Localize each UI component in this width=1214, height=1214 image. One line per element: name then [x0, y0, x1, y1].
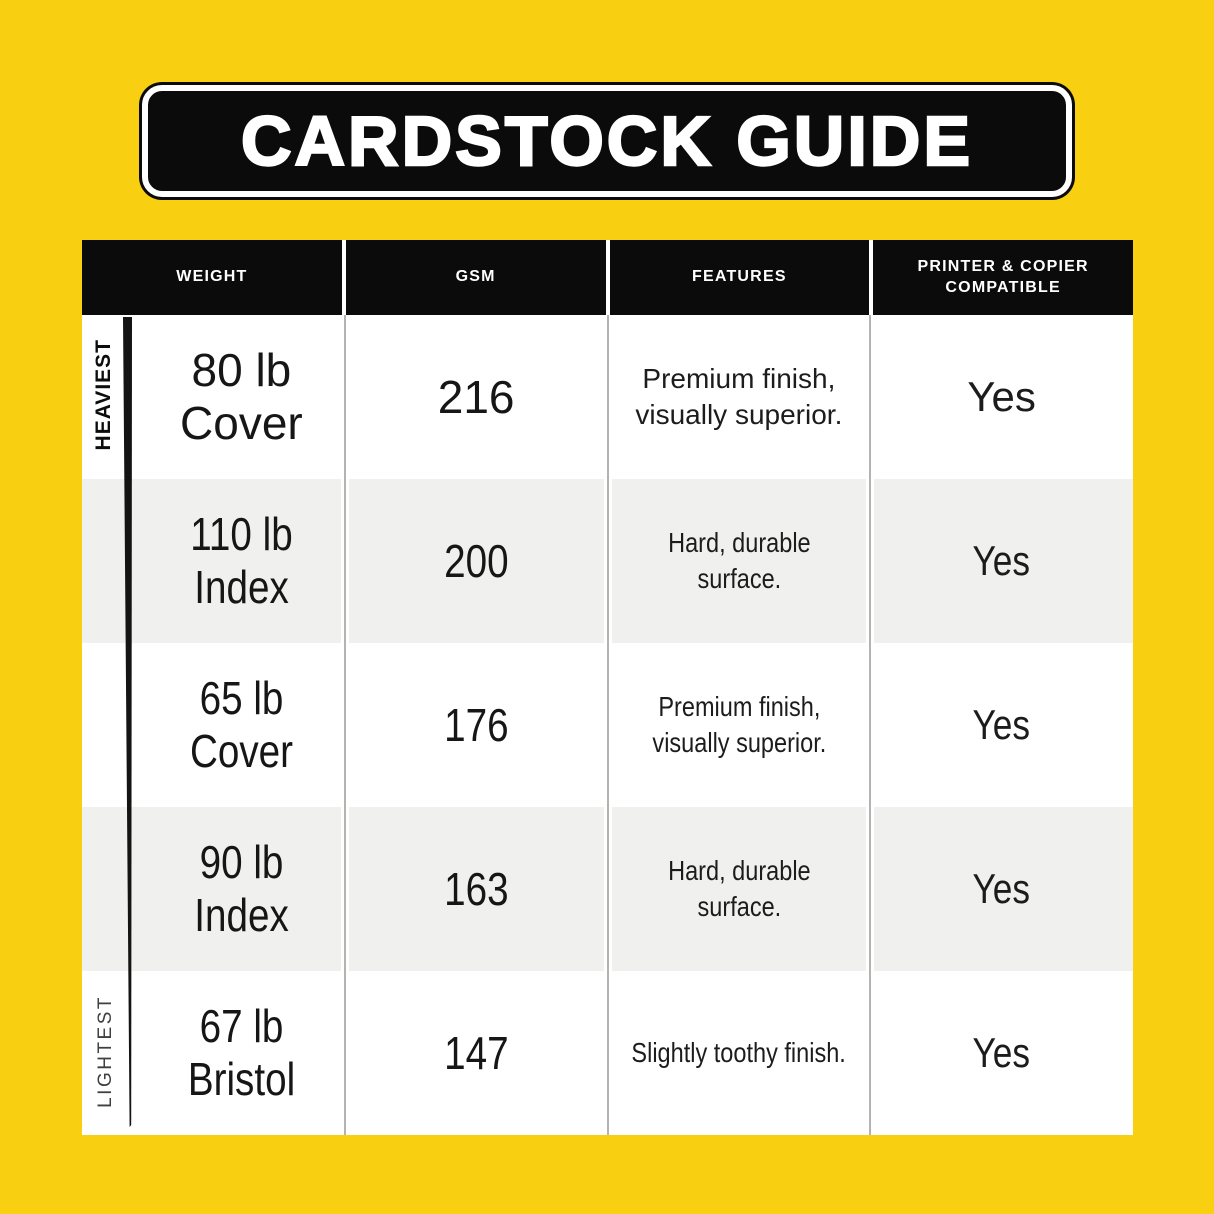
features-value: Premium finish, visually superior.	[635, 363, 843, 430]
column-header-compatible: PRINTER & COPIER COMPATIBLE	[873, 240, 1133, 315]
compatible-value: Yes	[972, 537, 1031, 584]
features-value: Slightly toothy finish.	[631, 1037, 847, 1069]
weight-cell: 110 lb Index	[82, 479, 345, 643]
compatible-cell: Yes	[870, 807, 1133, 971]
table-header-row: WEIGHT GSM FEATURES PRINTER & COPIER COM…	[82, 240, 1133, 315]
features-cell: Premium finish, visually superior.	[608, 643, 871, 807]
weight-value: 67 lb Bristol	[187, 1000, 296, 1105]
gsm-cell: 176	[345, 643, 608, 807]
compatible-cell: Yes	[870, 971, 1133, 1135]
weight-value: 80 lb Cover	[180, 344, 303, 449]
column-header-gsm: GSM	[345, 240, 606, 315]
weight-cell: 65 lb Cover	[82, 643, 345, 807]
gsm-value: 200	[443, 535, 509, 587]
column-header-features: FEATURES	[609, 240, 870, 315]
features-value: Hard, durable surface.	[667, 527, 811, 594]
gsm-cell: 200	[345, 479, 608, 643]
weight-cell: 67 lb Bristol	[82, 971, 345, 1135]
weight-value: 65 lb Cover	[189, 672, 293, 777]
page-title: CARDSTOCK GUIDE	[240, 101, 974, 181]
gsm-cell: 147	[345, 971, 608, 1135]
gsm-cell: 216	[345, 315, 608, 479]
column-header-label: GSM	[455, 268, 496, 286]
column-header-label: WEIGHT	[176, 268, 248, 286]
features-cell: Slightly toothy finish.	[608, 971, 871, 1135]
gsm-value: 147	[443, 1027, 509, 1079]
compatible-value: Yes	[967, 373, 1036, 420]
features-value: Hard, durable surface.	[667, 855, 811, 922]
compatible-cell: Yes	[870, 315, 1133, 479]
features-value: Premium finish, visually superior.	[651, 691, 826, 758]
compatible-value: Yes	[972, 865, 1031, 912]
column-divider	[340, 315, 349, 1135]
column-divider	[603, 315, 612, 1135]
gsm-value: 216	[437, 371, 515, 423]
weight-cell: 90 lb Index	[82, 807, 345, 971]
compatible-value: Yes	[972, 701, 1031, 748]
weight-value: 90 lb Index	[194, 836, 289, 941]
weight-cell: 80 lb Cover	[82, 315, 345, 479]
gsm-value: 176	[443, 699, 509, 751]
features-cell: Hard, durable surface.	[608, 479, 871, 643]
weight-value: 110 lb Index	[190, 508, 293, 613]
features-cell: Hard, durable surface.	[608, 807, 871, 971]
cardstock-table: WEIGHT GSM FEATURES PRINTER & COPIER COM…	[82, 240, 1133, 1135]
column-divider	[866, 315, 875, 1135]
gsm-value: 163	[443, 863, 509, 915]
column-header-weight: WEIGHT	[82, 240, 342, 315]
column-header-label: FEATURES	[692, 268, 787, 286]
features-cell: Premium finish, visually superior.	[608, 315, 871, 479]
title-banner: CARDSTOCK GUIDE	[142, 85, 1072, 197]
compatible-cell: Yes	[870, 643, 1133, 807]
table-body: 80 lb Cover 216 Premium finish, visually…	[82, 315, 1133, 1135]
gsm-cell: 163	[345, 807, 608, 971]
compatible-value: Yes	[972, 1029, 1031, 1076]
column-header-label: PRINTER & COPIER COMPATIBLE	[917, 257, 1089, 296]
compatible-cell: Yes	[870, 479, 1133, 643]
